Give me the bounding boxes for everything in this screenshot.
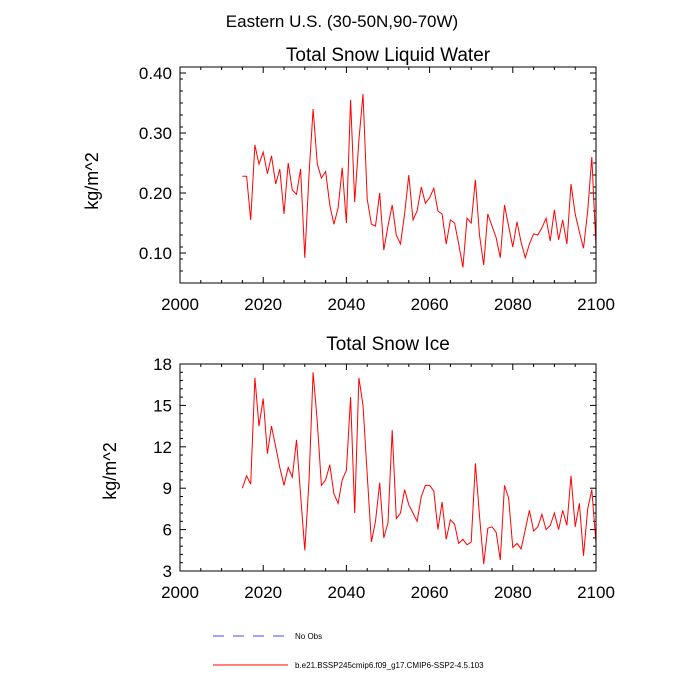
y-tick-label: 18	[153, 355, 172, 374]
panel-title: Total Snow Ice	[326, 334, 450, 355]
plot-area	[241, 372, 597, 565]
x-tick-label: 2060	[411, 583, 449, 602]
x-tick-label: 2000	[161, 583, 199, 602]
y-tick-label: 12	[153, 438, 172, 457]
x-tick-label: 2020	[244, 583, 282, 602]
axis-ticks: 2000 2020 2040 2060 2080 2100 3 6 9 12 15 18	[153, 355, 615, 602]
figure-title: Eastern U.S. (30-50N,90-70W)	[226, 12, 458, 31]
legend-entry-no-obs: No Obs	[213, 632, 322, 641]
x-tick-label: 2040	[327, 295, 365, 314]
plot-frame	[179, 363, 597, 572]
x-tick-label: 2100	[577, 295, 615, 314]
y-tick-label: 0.40	[139, 64, 172, 83]
y-tick-label: 9	[163, 479, 172, 498]
x-tick-label: 2000	[161, 295, 199, 314]
x-tick-label: 2100	[577, 583, 615, 602]
x-tick-label: 2040	[327, 583, 365, 602]
legend-entry-model-run: b.e21.BSSP245cmip6.f09_g17.CMIP6-SSP2-4.…	[213, 661, 484, 670]
y-tick-label: 0.30	[139, 124, 172, 143]
y-tick-label: 0.10	[139, 244, 172, 263]
plot-area	[242, 93, 597, 268]
legend: No Obs b.e21.BSSP245cmip6.f09_g17.CMIP6-…	[213, 632, 484, 670]
panel-snow-liquid-water: Total Snow Liquid Water kg/m^2 2000 2020 2…	[82, 45, 615, 314]
y-tick-label: 3	[163, 562, 172, 581]
legend-label: No Obs	[295, 632, 322, 641]
y-axis-label: kg/m^2	[100, 442, 120, 499]
panel-snow-ice: Total Snow Ice kg/m^2 2000 2020 2040 2060 20…	[100, 334, 615, 602]
series-line	[241, 372, 597, 565]
x-tick-label: 2020	[244, 295, 282, 314]
x-tick-label: 2080	[494, 295, 532, 314]
panel-title: Total Snow Liquid Water	[286, 45, 491, 66]
series-line	[242, 93, 597, 268]
y-tick-label: 0.20	[139, 184, 172, 203]
legend-label: b.e21.BSSP245cmip6.f09_g17.CMIP6-SSP2-4.…	[295, 661, 484, 670]
plot-frame	[179, 66, 597, 284]
y-tick-label: 15	[153, 396, 172, 415]
axis-ticks: 2000 2020 2040 2060 2080 2100 0.10 0.20 0.30 0.40	[139, 64, 615, 314]
x-tick-label: 2060	[411, 295, 449, 314]
y-tick-label: 6	[163, 521, 172, 540]
x-tick-label: 2080	[494, 583, 532, 602]
y-axis-label: kg/m^2	[82, 152, 102, 209]
